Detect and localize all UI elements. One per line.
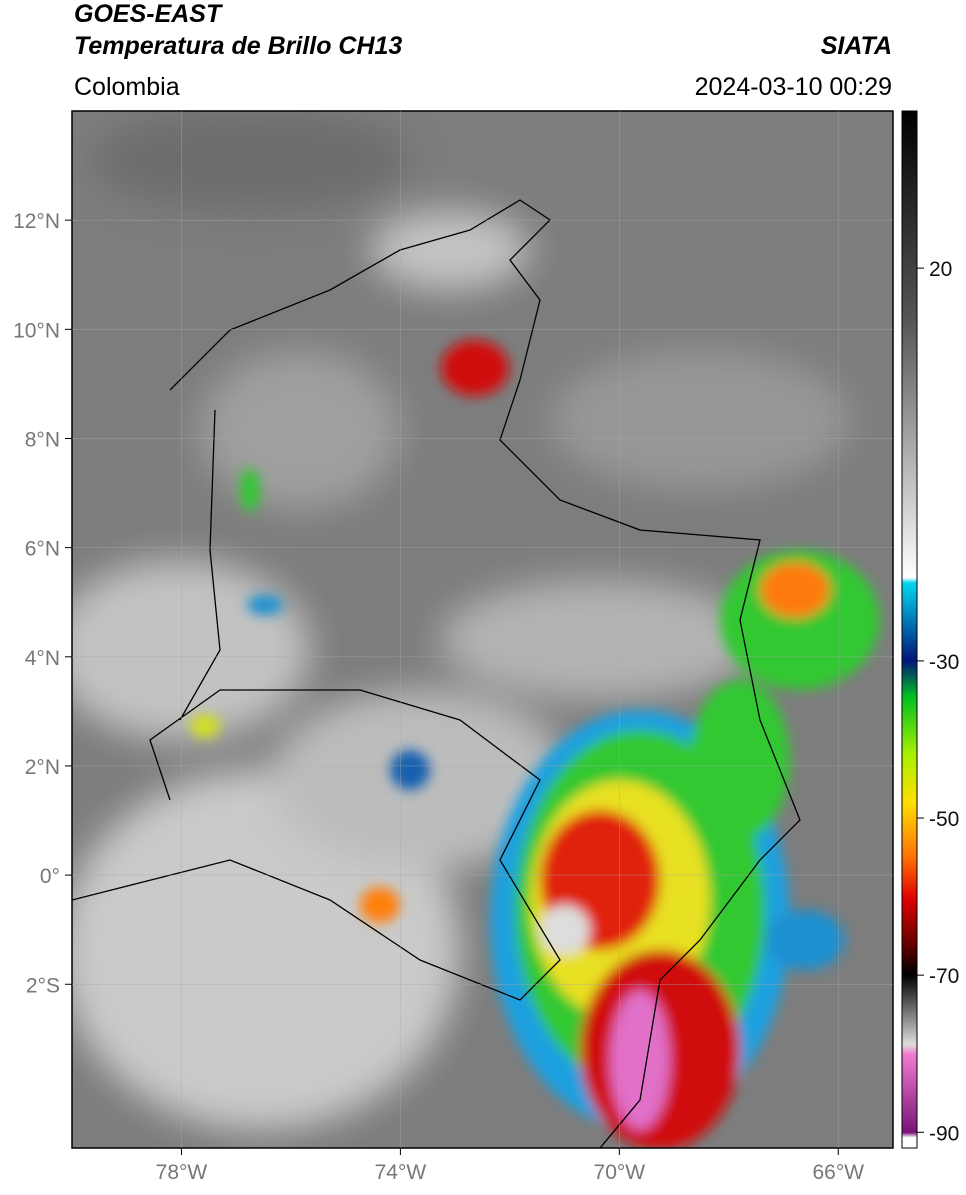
imagery bbox=[72, 111, 893, 1148]
colorbar-tick-label: -70 bbox=[929, 965, 959, 988]
y-tick-label: 2°S bbox=[26, 974, 60, 997]
source: SIATA bbox=[821, 32, 892, 60]
y-tick-label: 12°N bbox=[13, 210, 60, 233]
colorbar-tick-label: -30 bbox=[929, 651, 959, 674]
datetime: 2024-03-10 00:29 bbox=[695, 73, 892, 101]
x-tick-label: 74°W bbox=[375, 1161, 427, 1184]
colorbar bbox=[901, 110, 918, 1149]
borders bbox=[72, 199, 801, 1148]
region: Colombia bbox=[74, 73, 180, 101]
title-line2: Temperatura de Brillo CH13 bbox=[74, 32, 402, 60]
y-tick-label: 2°N bbox=[25, 756, 60, 779]
colorbar-tick-label: -50 bbox=[929, 808, 959, 831]
title-line1: GOES-EAST bbox=[74, 0, 224, 28]
y-tick-label: 4°N bbox=[25, 647, 60, 670]
y-tick-label: 0° bbox=[40, 865, 60, 888]
colorbar-tick-label: 20 bbox=[929, 258, 952, 281]
x-tick-label: 78°W bbox=[156, 1161, 208, 1184]
y-tick-label: 6°N bbox=[25, 538, 60, 561]
colorbar-tick-label: -90 bbox=[929, 1122, 959, 1145]
y-tick-label: 8°N bbox=[25, 428, 60, 451]
x-tick-label: 66°W bbox=[812, 1161, 864, 1184]
x-tick-label: 70°W bbox=[594, 1161, 646, 1184]
y-tick-label: 10°N bbox=[13, 319, 60, 342]
map-frame bbox=[71, 110, 894, 1149]
